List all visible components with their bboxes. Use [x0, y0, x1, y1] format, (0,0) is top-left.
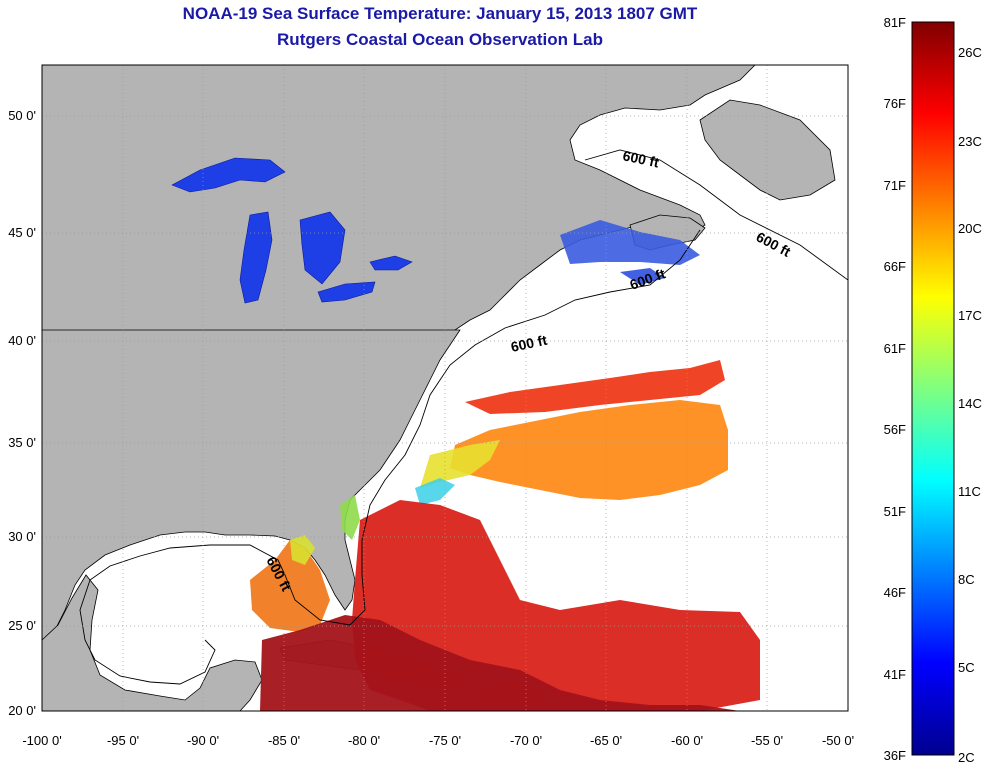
- lon-axis: -100 0' -95 0' -90 0' -85 0' -80 0' -75 …: [22, 733, 854, 748]
- colorbar-c-labels: 26C 23C 20C 17C 14C 11C 8C 5C 2C: [958, 45, 982, 765]
- lon-tick-label: -55 0': [751, 733, 783, 748]
- lon-tick-label: -65 0': [590, 733, 622, 748]
- colorbar-f-label: 81F: [884, 15, 906, 30]
- lon-tick-label: -70 0': [510, 733, 542, 748]
- land-mexico: [42, 574, 263, 711]
- colorbar-f-label: 61F: [884, 341, 906, 356]
- lon-tick-label: -50 0': [822, 733, 854, 748]
- lake-huron: [299, 211, 346, 285]
- colorbar-f-label: 46F: [884, 585, 906, 600]
- contour-label: 600 ft: [621, 147, 660, 170]
- sst-warm-patches: [250, 360, 760, 711]
- land-newfoundland: [699, 99, 836, 201]
- land-united-states: [42, 329, 461, 641]
- great-lakes: [171, 157, 413, 304]
- lon-tick-label: -75 0': [429, 733, 461, 748]
- colorbar: [911, 21, 955, 756]
- lat-tick-label: 45 0': [8, 225, 36, 240]
- cold-edge-yellow: [420, 440, 500, 488]
- map-frame: [41, 64, 849, 712]
- gulf-shelf-orange: [250, 540, 330, 632]
- colorbar-c-label: 11C: [958, 484, 981, 499]
- colorbar-c-label: 23C: [958, 134, 982, 149]
- lon-tick-label: -90 0': [187, 733, 219, 748]
- lat-tick-label: 20 0': [8, 703, 36, 718]
- colorbar-c-label: 5C: [958, 660, 975, 675]
- colorbar-c-label: 20C: [958, 221, 982, 236]
- cold-edge-cyan: [415, 478, 455, 505]
- florida-coast-green: [340, 495, 360, 540]
- colorbar-c-label: 2C: [958, 750, 975, 765]
- chart-title: NOAA-19 Sea Surface Temperature: January…: [182, 4, 698, 23]
- lat-tick-label: 25 0': [8, 618, 36, 633]
- lat-tick-label: 50 0': [8, 108, 36, 123]
- colorbar-f-label: 56F: [884, 422, 906, 437]
- colorbar-c-label: 8C: [958, 572, 975, 587]
- lake-erie: [317, 281, 376, 303]
- colorbar-f-label: 41F: [884, 667, 906, 682]
- colorbar-f-label: 71F: [884, 178, 906, 193]
- lon-tick-label: -95 0': [107, 733, 139, 748]
- sargasso-red-north: [465, 360, 725, 414]
- colorbar-c-label: 17C: [958, 308, 982, 323]
- lake-michigan: [239, 211, 273, 304]
- colorbar-f-label: 76F: [884, 96, 906, 111]
- florida-shelf-yellow: [290, 535, 315, 565]
- depth-contour-600ft: [79, 149, 848, 685]
- lat-axis: 20 0' 25 0' 30 0' 35 0' 40 0' 45 0' 50 0…: [8, 108, 36, 718]
- lon-tick-label: -85 0': [268, 733, 300, 748]
- lon-tick-label: -100 0': [22, 733, 61, 748]
- lake-ontario: [369, 255, 413, 271]
- contour-label: 600 ft: [509, 332, 548, 355]
- lake-superior: [171, 157, 286, 193]
- colorbar-f-labels: 81F 76F 71F 66F 61F 56F 51F 46F 41F 36F: [884, 15, 906, 763]
- gulf-stream-orange: [450, 400, 728, 500]
- colorbar-c-label: 14C: [958, 396, 982, 411]
- lat-tick-label: 30 0': [8, 529, 36, 544]
- cold-water-north: [560, 220, 700, 285]
- colorbar-f-label: 51F: [884, 504, 906, 519]
- colorbar-f-label: 66F: [884, 259, 906, 274]
- colorbar-c-label: 26C: [958, 45, 982, 60]
- lon-tick-label: -80 0': [348, 733, 380, 748]
- caribbean-dark-red: [260, 615, 740, 711]
- lon-tick-label: -60 0': [671, 733, 703, 748]
- colorbar-f-label: 36F: [884, 748, 906, 763]
- lat-tick-label: 35 0': [8, 435, 36, 450]
- chart-subtitle: Rutgers Coastal Ocean Observation Lab: [277, 30, 603, 49]
- lat-tick-label: 40 0': [8, 333, 36, 348]
